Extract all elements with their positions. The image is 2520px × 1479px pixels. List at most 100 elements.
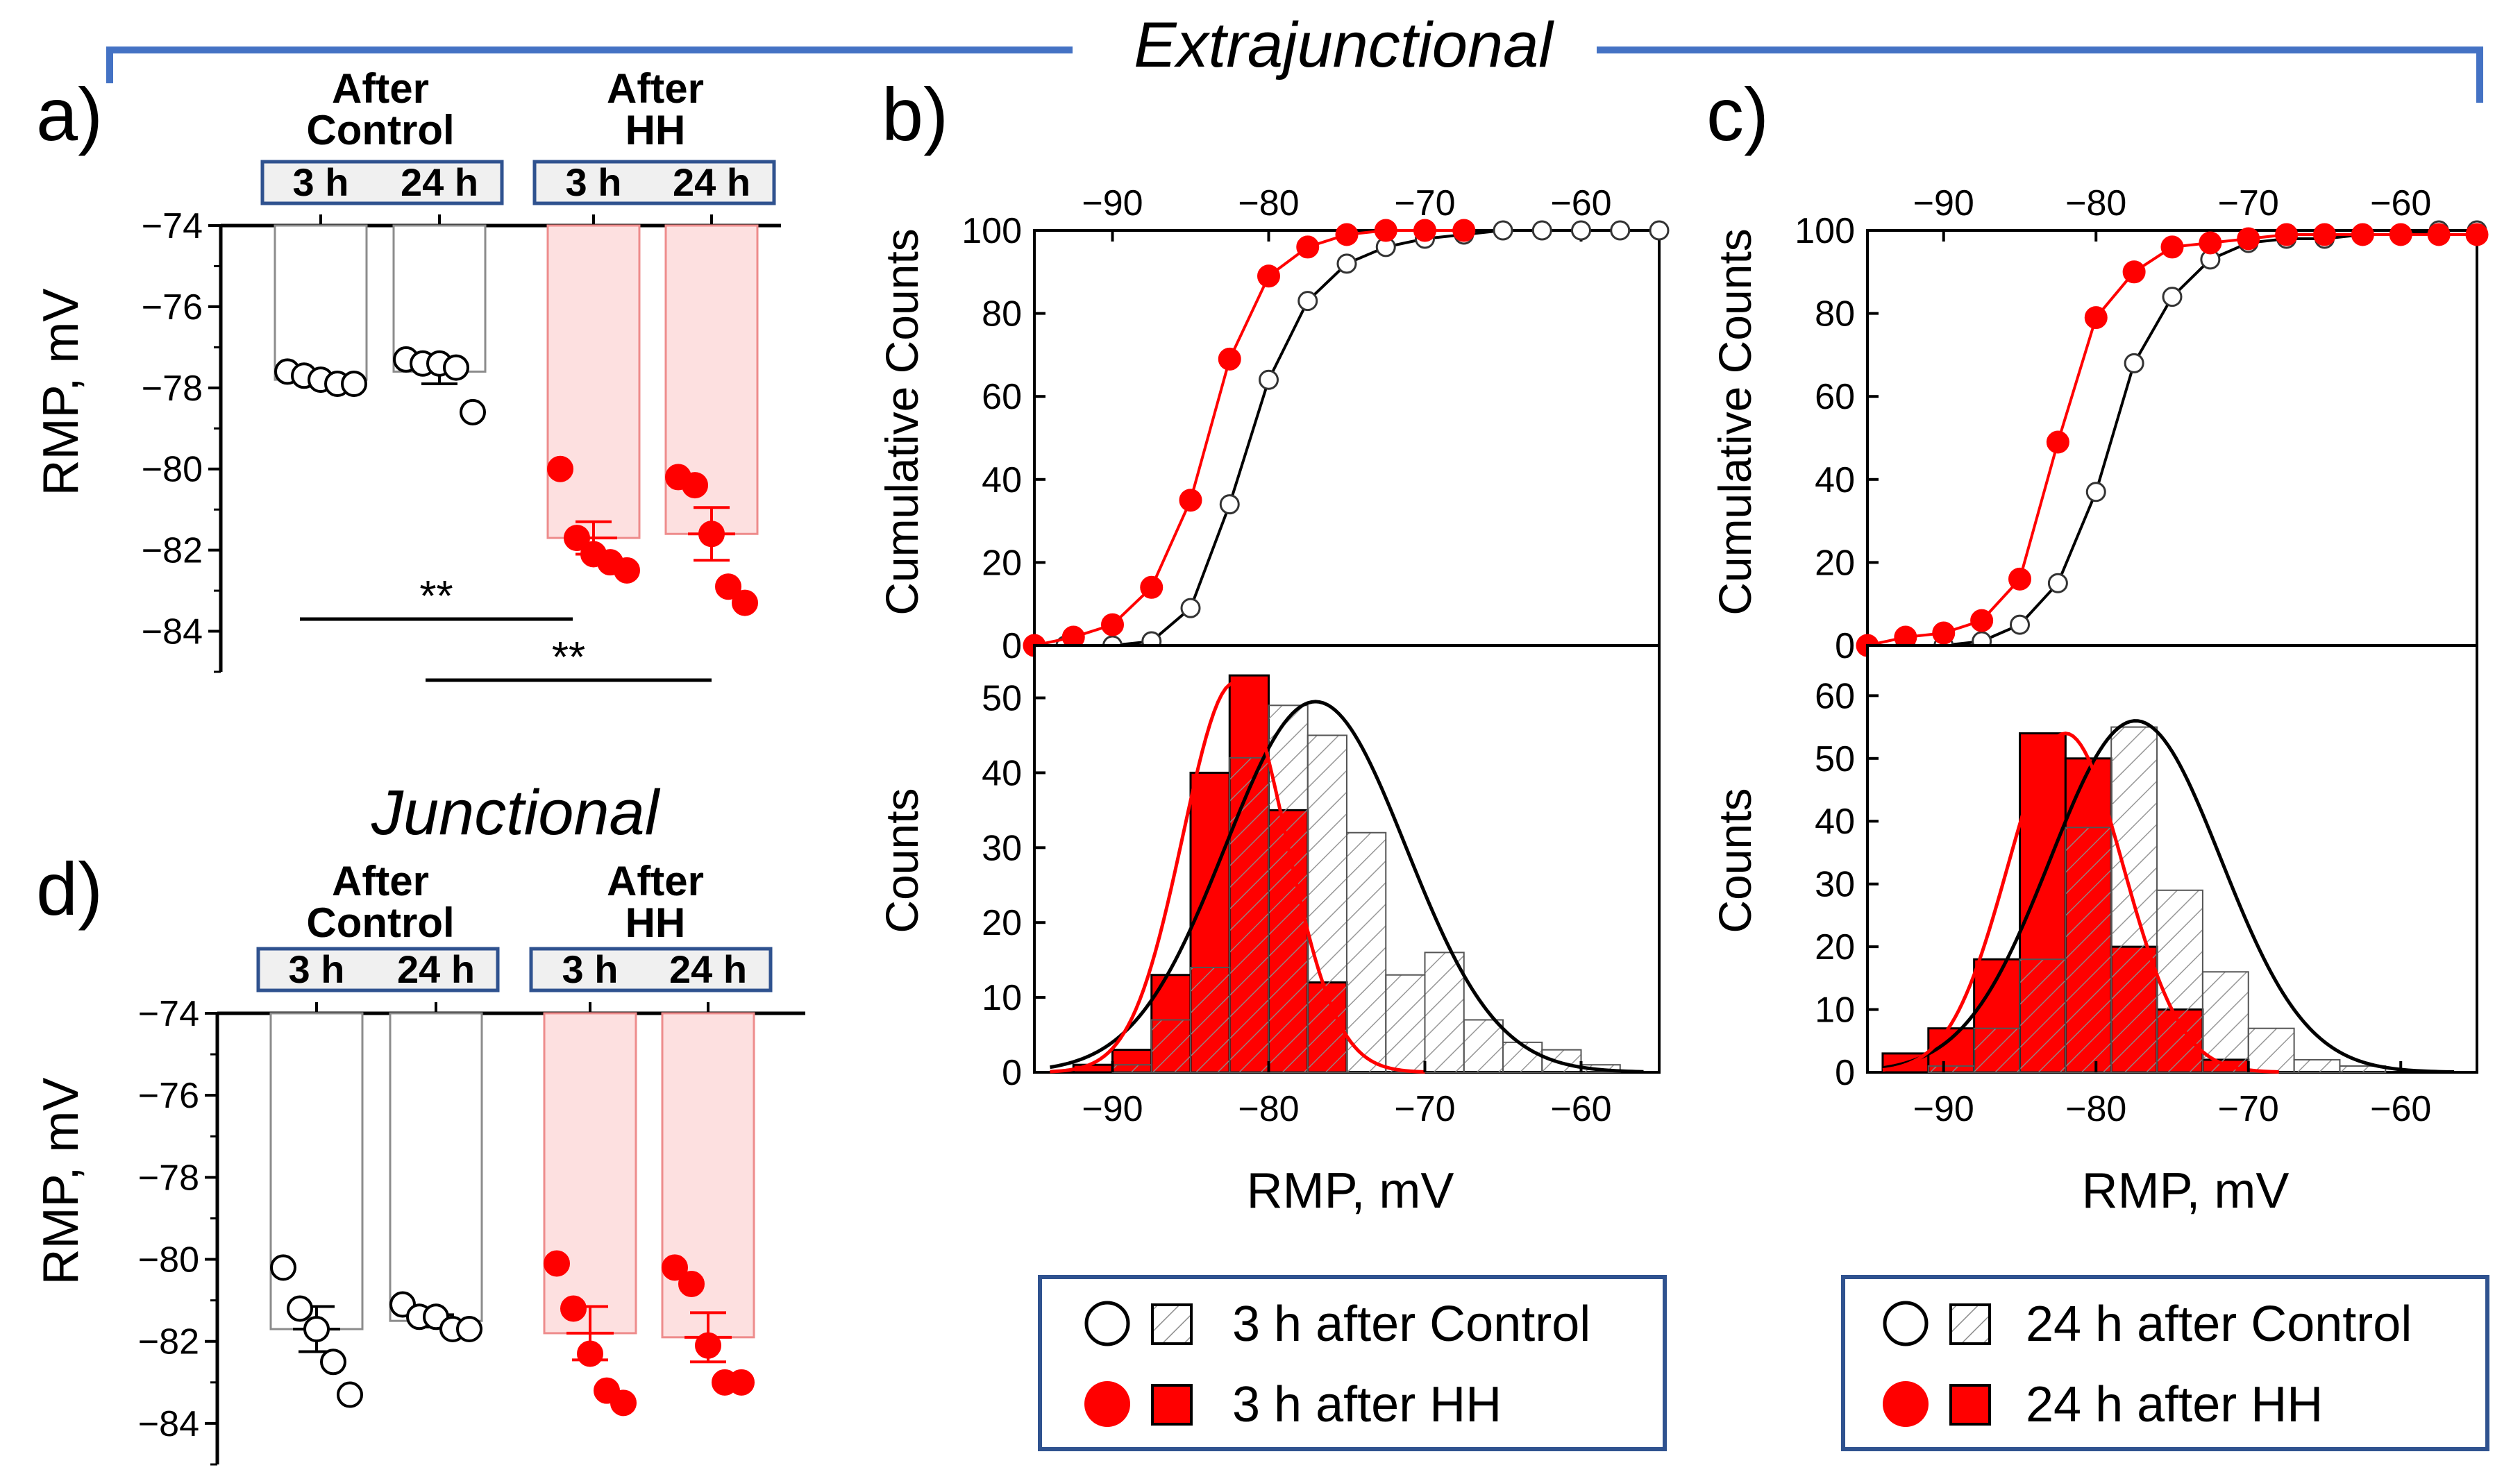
panel-b_bottom-ytick-label: 20	[982, 903, 1022, 943]
panel-c-chart: Cumulative Counts Counts RMP, mV 0 20 40 60…	[1709, 183, 2489, 1219]
panel-b_top-series-point	[1610, 220, 1631, 241]
junctional-title: Junctional	[371, 777, 661, 848]
panel-a-group-title-control-line2: Control	[306, 107, 454, 153]
panel-a-bar-chart: RMP, mV After Control After HH 3 h 24 h …	[33, 65, 781, 682]
panel-d-bar	[543, 1012, 637, 1335]
panel-d-time-label-control-3h: 3 h	[289, 947, 345, 991]
panel-d-time-label-hh-3h: 3 h	[562, 947, 619, 991]
panel-a-ylabel: RMP, mV	[33, 289, 89, 496]
panel-c_top-ytick-label: 20	[1815, 543, 1855, 583]
panel-b_bottom-xtick-label: −60	[1550, 1089, 1611, 1129]
panel-c_top-xtick-label: −80	[2065, 183, 2126, 223]
panel-c_top-xtick-label: −60	[2370, 183, 2431, 223]
panel-d-plot-area: −74 −76 −78 −80 −82 −84	[138, 994, 805, 1466]
panel-d-data-point	[287, 1295, 313, 1322]
panel-b_top-series-point	[1335, 223, 1359, 246]
panel-c_top-series-point	[2162, 287, 2183, 307]
panel-b_top-series-point	[1571, 220, 1591, 241]
panel-a-ytick-label: −78	[142, 369, 203, 409]
panel-b_bottom-hist-bar-control	[1502, 1041, 1543, 1074]
panel-b_bottom-gaussian-fit	[1050, 681, 1425, 1074]
panel-c-bottom-ylabel: Counts	[1709, 788, 1761, 933]
panel-b_bottom-hist-bar-control	[1268, 704, 1309, 1073]
panel-a-time-label-control-24h: 24 h	[401, 160, 478, 204]
panel-a-data-point	[564, 525, 590, 552]
panel-b_bottom-hist-bar-control	[1346, 831, 1387, 1073]
panel-b_top-series-point	[1336, 253, 1357, 274]
panel-b_top-series-point	[1296, 235, 1320, 259]
panel-b_top-ytick-label: 0	[1002, 626, 1022, 666]
panel-label-c: c)	[1706, 72, 1769, 156]
panel-b_top-series-point	[1218, 347, 1241, 371]
panel-c_bottom-hist-bar-control	[2293, 1058, 2341, 1073]
panel-c_bottom-ytick-label: 40	[1815, 802, 1855, 842]
panel-c_top-ytick-label: 60	[1815, 377, 1855, 417]
panel-b-xlabel: RMP, mV	[1247, 1163, 1454, 1219]
panel-b_bottom-ytick-label: 0	[1002, 1053, 1022, 1093]
panel-b_top-series-point	[1374, 219, 1397, 242]
panel-a-group-title-hh-line2: HH	[625, 107, 686, 153]
panel-d-data-point	[320, 1349, 346, 1376]
panel-c_bottom-ytick-label: 0	[1835, 1053, 1855, 1093]
panel-d-time-box-hh	[529, 947, 773, 992]
panel-d-ytick-label: −74	[138, 994, 199, 1034]
panel-c_top-series-line	[1905, 229, 2477, 647]
panel-c_bottom-gaussian-fit	[1882, 732, 2279, 1074]
panel-d-time-box-control	[256, 947, 500, 992]
panel-c_bottom-ytick-label: 10	[1815, 990, 1855, 1031]
panel-c_top-ytick-label: 40	[1815, 460, 1855, 500]
panel-a-ytick-label: −74	[142, 206, 203, 246]
panel-c_top-series-point	[2465, 223, 2489, 246]
panel-c_bottom-hist-bar-control	[1973, 1027, 2021, 1073]
panel-b_top-ytick-label: 20	[982, 543, 1022, 583]
panel-c_top-series-point	[2389, 223, 2412, 246]
panel-d-data-point	[678, 1271, 705, 1297]
panel-b_top-series-point	[1531, 220, 1552, 241]
legend-c-entry-hh: 24 h after HH	[2026, 1377, 2323, 1432]
panel-a-time-label-hh-3h: 3 h	[566, 160, 622, 204]
panel-a-bar	[546, 224, 641, 539]
panel-d-data-point	[610, 1389, 637, 1417]
panel-c_bottom-ytick-label: 20	[1815, 927, 1855, 967]
legend-b: 3 h after Control 3 h after HH	[1038, 1275, 1667, 1451]
panel-d-group-title-hh-line1: After	[607, 858, 704, 904]
panel-a-time-box-control	[260, 160, 504, 205]
panel-d-data-point	[270, 1254, 296, 1281]
legend-c-red-circle-marker	[1883, 1381, 1929, 1427]
panel-a-significance-label: **	[552, 634, 585, 682]
panel-d-ytick-label: −82	[138, 1322, 199, 1362]
panel-c-top-ylabel: Cumulative Counts	[1709, 228, 1761, 616]
legend-c-hatched-swatch	[1949, 1303, 1991, 1345]
legend-b-hatched-swatch	[1151, 1303, 1193, 1345]
panel-c_top-series-point	[2313, 223, 2336, 246]
legend-b-red-circle-marker	[1084, 1381, 1130, 1427]
panel-d-data-point	[560, 1295, 587, 1322]
legend-c: 24 h after Control 24 h after HH	[1841, 1275, 2489, 1451]
legend-c-entry-control: 24 h after Control	[2026, 1296, 2412, 1352]
panel-b_bottom-ytick-label: 30	[982, 828, 1022, 868]
panel-b_bottom-gaussian-fit	[1050, 700, 1644, 1074]
panel-c-xlabel: RMP, mV	[2082, 1163, 2290, 1219]
panel-b_top-series-point	[1180, 598, 1201, 618]
panel-c_top-ytick-label: 80	[1815, 294, 1855, 335]
panel-b_top-series-point	[1257, 264, 1280, 288]
panel-b_top-series-point	[1219, 494, 1240, 515]
panel-label-a: a)	[36, 72, 103, 156]
panel-b_top-series-line	[1066, 229, 1659, 647]
panel-b_bottom-hist-bar-control	[1385, 974, 1426, 1073]
panel-b_bottom-hist-bar-control	[1307, 734, 1347, 1073]
panel-d-data-point	[544, 1250, 570, 1277]
panel-d-data-point	[695, 1332, 721, 1359]
panel-a-data-point	[443, 354, 469, 381]
panel-d-ytick-label: −80	[138, 1240, 199, 1281]
panel-c_top-series-point	[2275, 223, 2299, 246]
panel-d-data-point	[662, 1254, 688, 1281]
legend-b-frame	[1038, 1275, 1667, 1451]
panel-d-ylabel: RMP, mV	[33, 1078, 89, 1285]
panel-c_top-ytick-label: 100	[1795, 211, 1855, 251]
panel-d-data-point	[303, 1316, 330, 1342]
panel-a-time-box-hh	[532, 160, 776, 205]
panel-c_bottom-ytick-label: 50	[1815, 739, 1855, 779]
panel-b_top-series-point	[1493, 220, 1513, 241]
